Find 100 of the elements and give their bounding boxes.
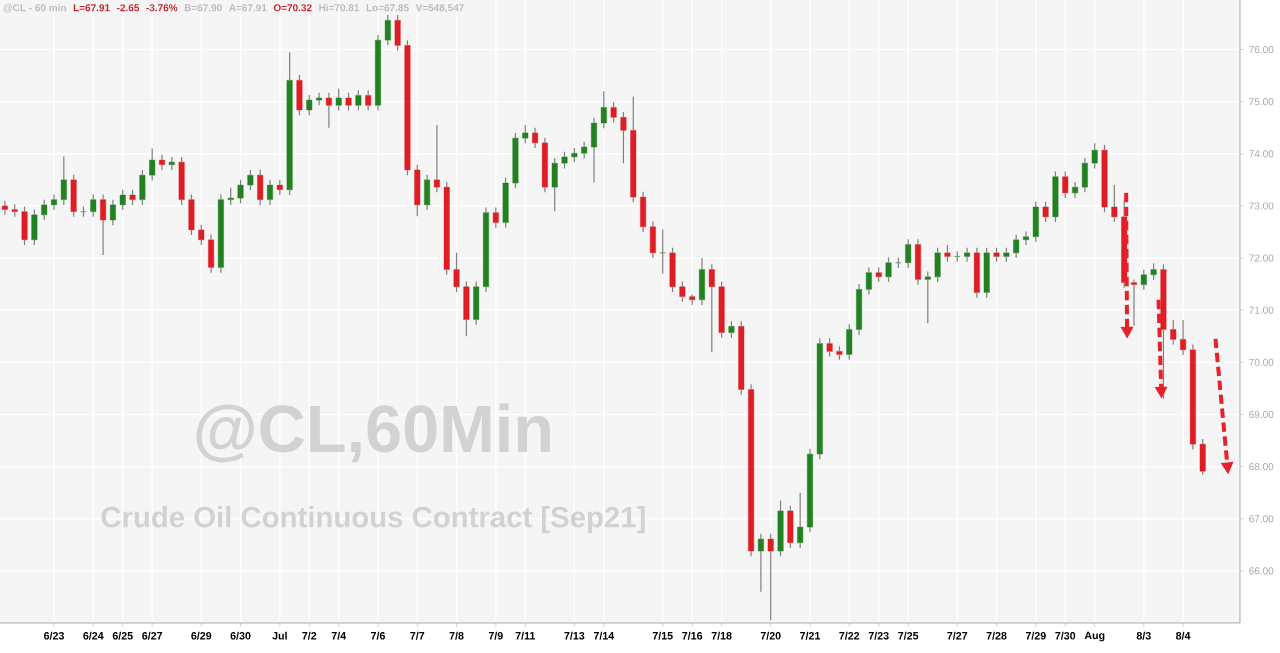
annotation: Hi=70.81 — [319, 3, 360, 12]
candlestick — [915, 238, 921, 286]
x-tick-label: 7/9 — [488, 631, 503, 640]
x-tick-label: 7/20 — [760, 631, 781, 640]
candlestick — [159, 154, 165, 171]
y-tick-label: 75.00 — [1249, 98, 1274, 106]
annotation: L=67.91 — [73, 4, 110, 12]
annotation: @CL - 60 min — [3, 3, 66, 13]
candlestick — [286, 51, 293, 196]
x-tick-label: 6/27 — [142, 631, 163, 640]
annotation: A=67.91 — [229, 4, 267, 12]
candlestick — [640, 191, 647, 233]
x-tick-label: 7/28 — [986, 631, 1007, 640]
x-tick-label: 7/30 — [1055, 631, 1076, 640]
annotation: -2.65 — [117, 4, 140, 12]
candlestick — [51, 193, 57, 211]
candlestick — [483, 206, 489, 293]
x-tick-label: 6/30 — [230, 631, 251, 640]
x-tick-label: 7/23 — [868, 631, 889, 640]
y-tick-label: 73.00 — [1249, 202, 1274, 210]
candlestick — [463, 280, 470, 337]
candlestick — [1072, 181, 1079, 199]
candlestick — [620, 111, 627, 164]
x-tick-label: 8/4 — [1175, 631, 1191, 640]
candlestick — [60, 155, 67, 206]
candlestick — [1189, 344, 1196, 450]
candlestick — [708, 263, 715, 353]
y-tick-label: 66.00 — [1249, 567, 1274, 575]
candlestick — [267, 179, 273, 206]
candlestick — [109, 199, 116, 226]
annotation: -3.76% — [146, 4, 178, 12]
annotation: Lo=67.85 — [366, 4, 409, 12]
y-tick-label: 71.00 — [1249, 306, 1274, 314]
x-tick-label: 7/21 — [800, 631, 821, 640]
x-tick-label: 7/7 — [410, 631, 425, 640]
x-tick-label: Jul — [272, 631, 287, 640]
candlestick — [748, 383, 755, 557]
x-tick-label: 7/11 — [515, 631, 536, 640]
x-tick-label: 6/29 — [191, 631, 212, 640]
candlestick — [964, 247, 971, 263]
candlestick — [316, 92, 323, 106]
candlestick — [453, 252, 460, 293]
x-tick-label: 7/22 — [839, 631, 860, 640]
candlestick — [424, 174, 431, 211]
candlestick — [217, 193, 224, 274]
y-tick-label: 68.00 — [1249, 463, 1274, 471]
candlestick — [1023, 230, 1029, 246]
x-tick-label: 7/13 — [564, 631, 585, 640]
y-tick-label: 76.00 — [1249, 45, 1274, 54]
x-tick-label: 7/4 — [331, 631, 347, 640]
y-tick-label: 67.00 — [1249, 515, 1274, 523]
candlestick — [767, 533, 774, 621]
x-tick-label: 7/27 — [947, 631, 968, 640]
candlestick — [630, 95, 637, 203]
x-tick-label: 7/2 — [302, 631, 317, 640]
annotation: O=70.32 — [273, 4, 312, 12]
x-tick-label: 7/29 — [1025, 631, 1046, 640]
candlestick — [924, 271, 931, 324]
candlestick — [865, 266, 872, 296]
candlestick — [600, 90, 607, 129]
candlestick — [1081, 157, 1088, 193]
x-tick-label: 8/3 — [1136, 631, 1151, 640]
x-tick-label: 6/25 — [112, 631, 133, 640]
x-tick-label: 7/25 — [898, 631, 919, 640]
y-tick-label: 74.00 — [1249, 150, 1274, 158]
x-tick-label: 7/15 — [652, 631, 673, 640]
candlestick — [797, 492, 804, 549]
candlestick — [826, 337, 833, 358]
candlestick — [973, 247, 980, 299]
y-tick-label: 69.00 — [1249, 410, 1274, 419]
x-tick-label: 7/18 — [711, 631, 732, 640]
y-tick-label: 70.00 — [1249, 358, 1274, 366]
y-tick-label: 72.00 — [1249, 254, 1274, 262]
candlestick — [375, 34, 381, 112]
x-tick-label: 7/14 — [593, 631, 615, 640]
candlestick — [649, 220, 656, 259]
candlestick — [699, 257, 705, 306]
x-tick-label: 6/24 — [83, 631, 104, 640]
annotation: B=67.90 — [184, 4, 222, 12]
x-tick-label: 7/6 — [371, 631, 386, 640]
candlestick — [1, 200, 8, 216]
candlestick — [551, 157, 558, 212]
annotation: V=548,547 — [415, 4, 464, 13]
candlestick — [532, 127, 539, 149]
candlestick — [807, 448, 813, 533]
candlestick — [1111, 184, 1118, 223]
candlestick — [433, 124, 440, 193]
x-tick-label: Aug — [1084, 631, 1105, 642]
candlestick — [208, 234, 215, 274]
x-tick-label: 7/16 — [682, 631, 703, 640]
x-tick-label: 7/8 — [449, 631, 464, 640]
x-tick-label: 6/23 — [44, 631, 64, 640]
candlestick — [541, 137, 548, 193]
candlestick — [325, 92, 332, 129]
candlestick — [1131, 278, 1137, 327]
candlestick — [659, 228, 666, 275]
candlestick — [1180, 319, 1187, 356]
candlestick — [856, 283, 863, 336]
candlestick — [591, 117, 597, 184]
candlestick — [100, 193, 107, 256]
